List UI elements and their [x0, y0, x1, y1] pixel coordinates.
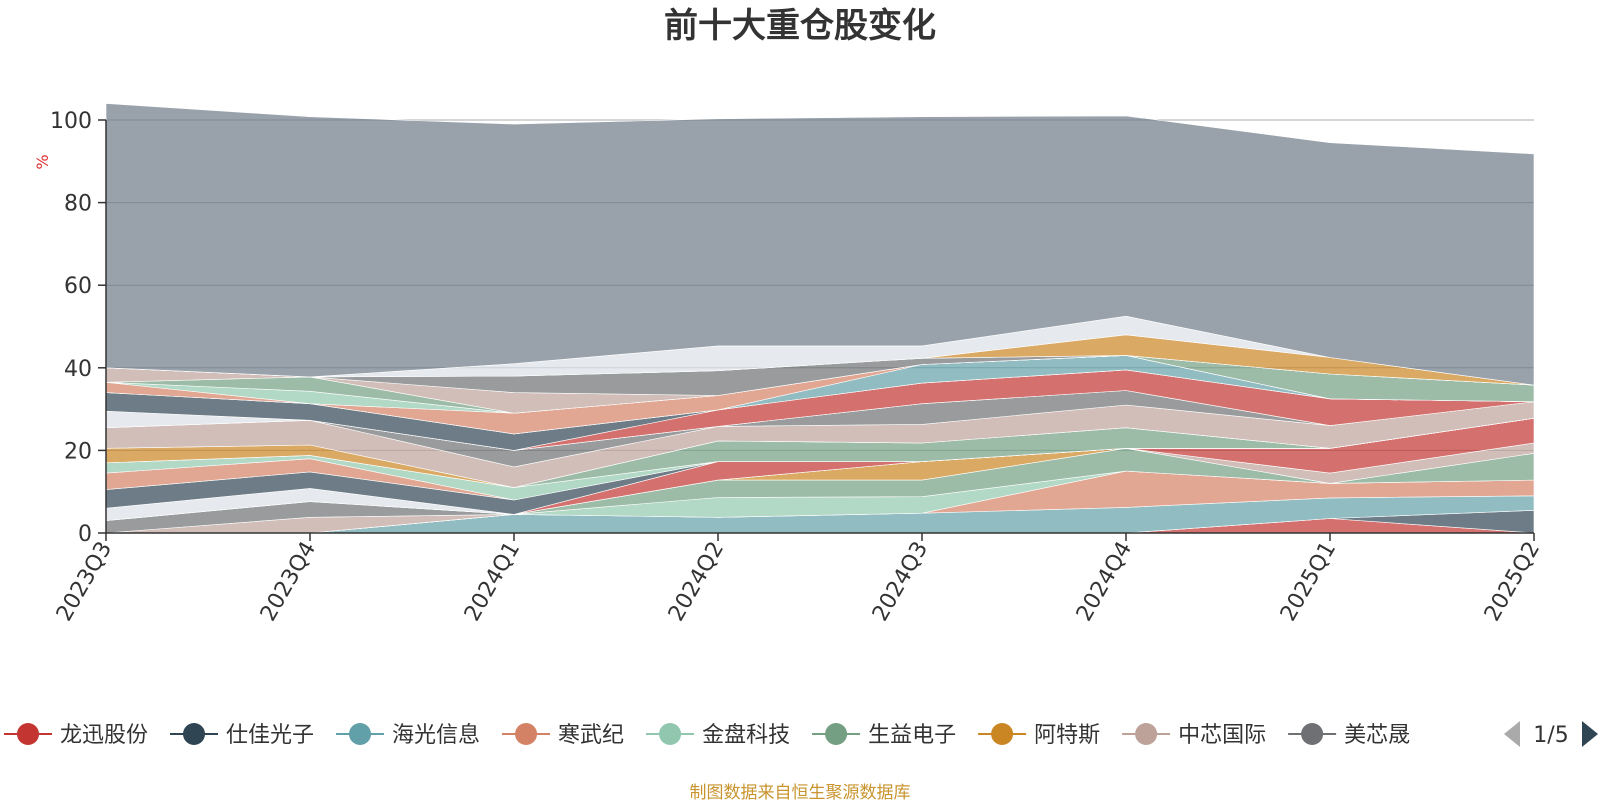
- legend-item[interactable]: 生益电子: [812, 723, 956, 748]
- legend: 龙迅股份 仕佳光子 海光信息 寒武纪 金盘科技 生益电子 阿特斯 中芯国际 美芯晟 1/5: [4, 712, 1598, 756]
- legend-item[interactable]: 龙迅股份: [4, 723, 148, 748]
- legend-marker-icon: [659, 723, 682, 745]
- legend-label: 中芯国际: [1178, 723, 1266, 748]
- legend-marker-icon: [825, 723, 848, 745]
- y-tick-label: 20: [64, 439, 92, 464]
- triangle-right-icon[interactable]: [1582, 721, 1598, 747]
- legend-item[interactable]: 美芯晟: [1288, 723, 1410, 748]
- legend-item[interactable]: 阿特斯: [978, 723, 1100, 748]
- legend-overflow-mask: [1478, 712, 1500, 756]
- legend-marker-icon: [515, 723, 538, 745]
- x-tick-label: 2024Q3: [868, 538, 933, 626]
- legend-marker-icon: [17, 723, 39, 745]
- legend-label: 寒武纪: [558, 723, 624, 748]
- x-tick-label: 2024Q1: [460, 538, 525, 626]
- y-tick-label: 40: [64, 357, 92, 382]
- legend-marker-icon: [183, 723, 206, 745]
- legend-label: 仕佳光子: [226, 723, 314, 748]
- legend-item[interactable]: 海光信息: [336, 723, 480, 748]
- legend-item[interactable]: 金盘科技: [646, 723, 790, 748]
- triangle-left-icon[interactable]: [1504, 721, 1520, 747]
- y-tick-label: 100: [50, 109, 92, 134]
- legend-item[interactable]: 中芯国际: [1122, 723, 1266, 748]
- legend-label: 龙迅股份: [60, 723, 148, 748]
- legend-marker-icon: [1301, 723, 1324, 745]
- area-其他: [105, 103, 1535, 386]
- legend-marker-icon: [349, 723, 372, 745]
- y-axis-label: %: [33, 154, 52, 169]
- legend-item[interactable]: 仕佳光子: [170, 723, 314, 748]
- x-tick-label: 2025Q1: [1276, 538, 1341, 626]
- x-tick-label: 2024Q4: [1072, 538, 1137, 626]
- chart-title: 前十大重仓股变化: [664, 6, 936, 46]
- legend-label: 阿特斯: [1034, 723, 1100, 748]
- x-tick-label: 2024Q2: [664, 538, 729, 626]
- area-series-group: [105, 103, 1535, 534]
- legend-label: 生益电子: [868, 723, 956, 748]
- x-tick-label: 2023Q3: [52, 538, 117, 626]
- legend-marker-icon: [991, 723, 1014, 745]
- y-tick-label: 80: [64, 192, 92, 217]
- source-note: 制图数据来自恒生聚源数据库: [689, 783, 911, 803]
- y-tick-label: 60: [64, 274, 92, 299]
- legend-page-indicator: 1/5: [1533, 723, 1568, 748]
- legend-label: 海光信息: [392, 723, 480, 748]
- legend-label: 美芯晟: [1344, 723, 1410, 748]
- x-tick-label: 2025Q2: [1480, 538, 1545, 626]
- x-tick-label: 2023Q4: [256, 538, 321, 626]
- legend-item[interactable]: 寒武纪: [502, 723, 624, 748]
- y-tick-label: 0: [78, 522, 92, 547]
- legend-marker-icon: [1135, 723, 1158, 745]
- legend-label: 金盘科技: [702, 723, 790, 748]
